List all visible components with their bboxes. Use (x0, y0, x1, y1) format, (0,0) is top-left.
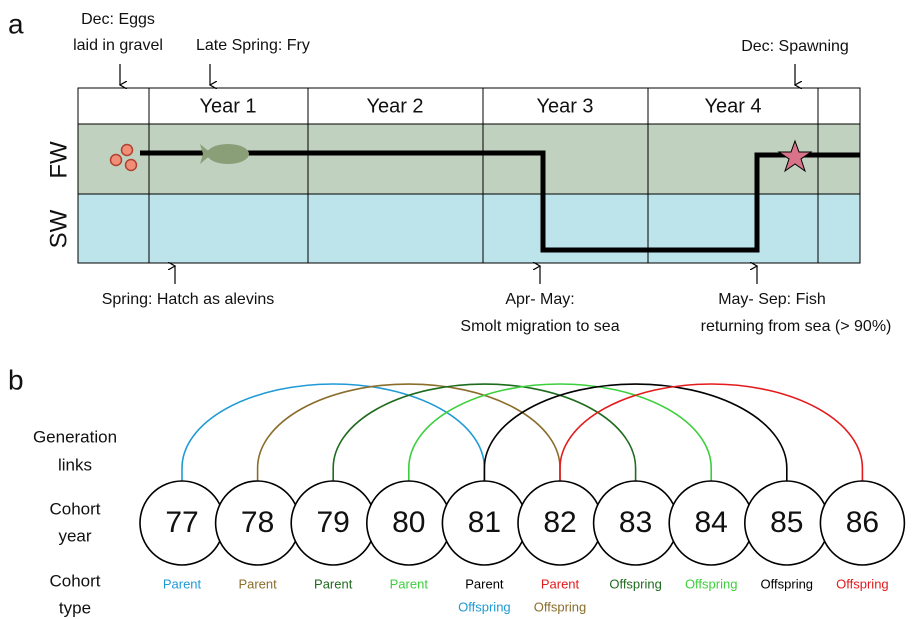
panel-label: a (8, 8, 24, 39)
annotation: laid in gravel (73, 37, 163, 54)
cohort-type: Parent (541, 576, 580, 591)
cohort-year: 78 (241, 506, 274, 539)
panel-a: a Year 1 Year 2 Year 3 Year 4 FW SW Dec:… (8, 8, 891, 335)
fish (200, 144, 249, 164)
generation-link (483, 383, 788, 482)
cohort-year: 82 (543, 506, 576, 539)
spawning-star (777, 139, 813, 173)
cohort-year: 79 (317, 506, 350, 539)
sw-band (78, 194, 860, 263)
row-label: FW (45, 141, 72, 179)
cohort-year: 81 (468, 506, 501, 539)
cohort-type: Offspring (458, 599, 511, 614)
year-label: Year 1 (199, 95, 256, 117)
generation-link (559, 383, 864, 482)
row-label: type (59, 598, 91, 617)
annotation: Apr- May: (505, 291, 574, 308)
cohort-year: 77 (165, 506, 198, 539)
arrows (120, 64, 795, 284)
cohort-year: 80 (392, 506, 425, 539)
row-label: links (58, 455, 92, 474)
cohort-type: Offspring (685, 576, 738, 591)
cohort-year: 85 (770, 506, 803, 539)
row-label: Cohort (49, 571, 100, 590)
panel-label: b (8, 364, 24, 395)
annotation: returning from sea (> 90%) (701, 318, 892, 335)
annotation: Dec: Spawning (741, 38, 849, 55)
year-label: Year 2 (366, 95, 423, 117)
year-label: Year 3 (536, 95, 593, 117)
annotation: Dec: Eggs (81, 11, 155, 28)
annotation: Late Spring: Fry (196, 37, 310, 54)
cohort-type: Parent (390, 576, 429, 591)
row-label: Cohort (49, 499, 100, 518)
generation-link (332, 383, 637, 482)
row-label: Generation (33, 427, 117, 446)
cohort-type: Offspring (609, 576, 662, 591)
cohort-year: 83 (619, 506, 652, 539)
cohort-type: Parent (465, 576, 504, 591)
life-path (140, 150, 860, 253)
cohort-type: Offspring (761, 576, 814, 591)
generation-link (408, 383, 712, 482)
cohort-circle (819, 480, 906, 566)
eggs (109, 143, 138, 172)
grid (77, 87, 861, 264)
cohort-type: Offspring (534, 599, 587, 614)
cohort-type: Parent (238, 576, 277, 591)
year-label: Year 4 (704, 95, 761, 117)
cohort-year: 84 (695, 506, 728, 539)
annotation: Smolt migration to sea (460, 318, 619, 335)
row-label: year (58, 526, 91, 545)
generation-link (256, 383, 561, 482)
fw-band (78, 124, 860, 194)
annotation: Spring: Hatch as alevins (102, 291, 275, 308)
cohort-type: Parent (163, 576, 202, 591)
row-label: SW (45, 209, 72, 248)
panel-b: b Generation links Cohort year Cohort ty… (8, 364, 906, 617)
cohort-year: 86 (846, 506, 879, 539)
generation-link (181, 383, 486, 482)
annotation: May- Sep: Fish (718, 291, 826, 308)
cohort-type: Offspring (836, 576, 889, 591)
cohort-type: Parent (314, 576, 353, 591)
